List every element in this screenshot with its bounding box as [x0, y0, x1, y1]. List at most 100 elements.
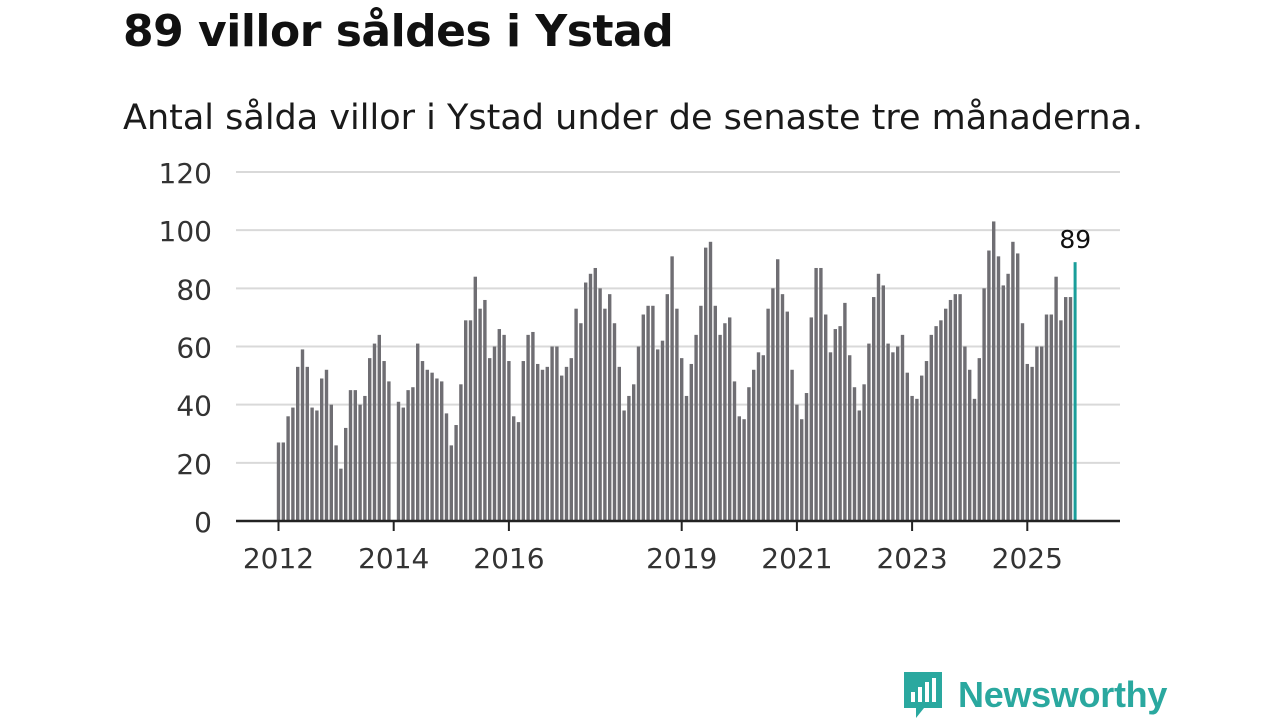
bar — [478, 308, 482, 521]
bars — [276, 221, 1077, 522]
bar — [425, 369, 429, 521]
chart-title: 89 villor såldes i Ystad — [123, 6, 674, 57]
bar — [1054, 276, 1058, 521]
bar — [1016, 253, 1020, 521]
bar — [809, 317, 813, 521]
bar — [1030, 366, 1034, 521]
bar — [670, 256, 674, 521]
bar — [939, 320, 943, 521]
bar — [828, 352, 833, 521]
y-tick-label: 0 — [194, 506, 212, 539]
bar — [598, 288, 602, 521]
bar — [564, 366, 569, 521]
bar — [824, 314, 828, 521]
bar — [896, 346, 900, 521]
bar — [675, 308, 679, 521]
bar-highlight — [1073, 262, 1077, 521]
bar — [1049, 314, 1053, 521]
bar — [454, 425, 458, 521]
y-tick-label: 120 — [159, 157, 212, 190]
bar — [569, 358, 573, 521]
bar — [641, 314, 645, 521]
bar — [464, 320, 468, 521]
bar — [315, 410, 319, 521]
bar — [1068, 297, 1073, 521]
bar — [579, 323, 583, 521]
bar — [996, 256, 1001, 521]
bar — [593, 267, 597, 521]
bar — [747, 387, 751, 521]
bar — [531, 331, 535, 521]
bar — [833, 329, 837, 521]
bar — [699, 305, 703, 521]
bar — [521, 361, 525, 521]
bar — [430, 372, 434, 521]
bar — [627, 395, 631, 521]
bar — [900, 334, 905, 521]
bar — [665, 294, 669, 521]
bar — [305, 366, 309, 521]
bar — [924, 361, 929, 521]
bar — [920, 375, 924, 521]
x-tick-label: 2014 — [358, 542, 429, 575]
y-axis-ticks: 0 20 40 60 80 100 120 — [159, 157, 212, 539]
bar — [372, 343, 377, 521]
bar — [339, 468, 343, 521]
bar — [377, 334, 381, 521]
bar — [396, 401, 401, 521]
chart-subtitle: Antal sålda villor i Ystad under de sena… — [123, 98, 1144, 138]
bar — [420, 361, 425, 521]
bar — [622, 410, 626, 521]
bar — [507, 361, 511, 521]
bar — [848, 355, 852, 521]
bar — [857, 410, 861, 521]
bar — [1006, 273, 1010, 521]
bar — [291, 407, 295, 521]
bar — [752, 369, 756, 521]
bar — [468, 320, 473, 521]
bar — [1040, 346, 1044, 521]
bar — [982, 288, 986, 521]
bar — [771, 288, 775, 521]
bar — [406, 390, 410, 522]
bar — [617, 366, 621, 521]
bar — [992, 221, 996, 521]
bar — [526, 334, 530, 521]
bar — [440, 381, 444, 521]
bar — [708, 241, 713, 522]
bar — [348, 390, 353, 522]
bar — [958, 294, 962, 521]
bar — [411, 387, 415, 521]
bar — [656, 349, 660, 521]
bar — [977, 358, 981, 521]
bar — [987, 250, 991, 521]
y-tick-label: 60 — [176, 332, 212, 365]
bar — [680, 358, 684, 521]
bar — [435, 378, 439, 521]
bar — [881, 285, 885, 521]
bar — [718, 334, 722, 521]
bar — [742, 419, 746, 521]
bar — [492, 346, 497, 521]
bar — [780, 294, 785, 521]
y-tick-label: 80 — [176, 273, 212, 306]
bar — [1059, 320, 1063, 521]
bar — [516, 422, 521, 521]
bar — [382, 361, 386, 521]
bar — [449, 445, 453, 521]
brand-name: Newsworthy — [958, 674, 1168, 715]
x-tick-label: 2012 — [243, 542, 314, 575]
bar — [281, 442, 285, 521]
bar — [488, 358, 492, 521]
bar — [344, 427, 348, 521]
bar — [785, 311, 789, 521]
bar — [689, 363, 693, 521]
newsworthy-logo-icon — [904, 672, 942, 718]
bar — [584, 282, 588, 521]
bar — [358, 404, 362, 521]
bar — [852, 387, 857, 521]
bar — [891, 352, 895, 521]
bar — [704, 247, 708, 521]
bar — [324, 369, 329, 521]
bar — [329, 404, 333, 521]
